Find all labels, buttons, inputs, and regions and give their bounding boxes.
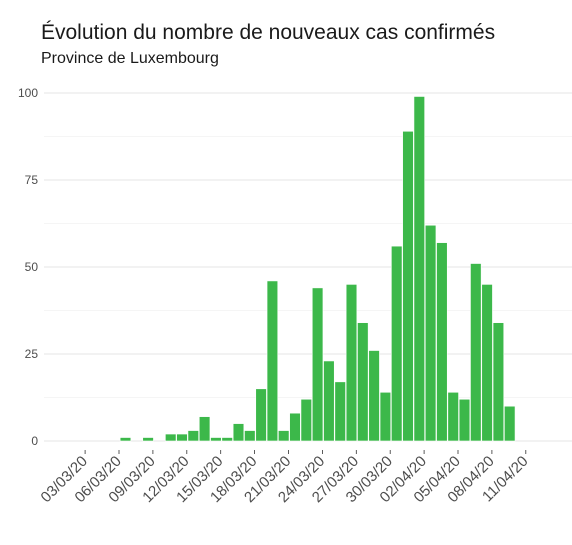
bar <box>232 423 245 442</box>
bar <box>221 437 233 442</box>
bar <box>198 416 211 442</box>
bar <box>278 430 290 442</box>
bar <box>402 130 414 442</box>
bar <box>119 437 132 442</box>
bar <box>311 287 324 442</box>
bar <box>379 391 392 442</box>
y-tick-label: 100 <box>18 86 38 100</box>
bar <box>424 224 437 442</box>
bar <box>357 322 369 442</box>
bar <box>187 430 199 442</box>
bar <box>142 437 154 442</box>
bar <box>255 388 267 442</box>
bar <box>165 433 177 442</box>
bar <box>300 398 312 442</box>
bar <box>266 280 279 442</box>
y-tick-label: 50 <box>25 260 39 274</box>
bar <box>323 360 335 442</box>
bar <box>504 405 516 442</box>
bar <box>176 433 188 442</box>
bar <box>481 284 493 442</box>
bar <box>470 263 482 442</box>
bar <box>447 391 459 442</box>
bar <box>492 322 505 442</box>
bar <box>334 381 346 442</box>
bar <box>289 412 301 442</box>
bar <box>391 245 403 442</box>
bar <box>368 350 380 442</box>
y-tick-label: 25 <box>25 347 39 361</box>
bar <box>413 96 425 442</box>
bar <box>244 430 256 442</box>
bar <box>210 437 222 442</box>
bar <box>345 284 358 442</box>
y-tick-label: 75 <box>25 173 39 187</box>
chart-subtitle: Province de Luxembourg <box>41 50 219 67</box>
y-tick-label: 0 <box>31 434 38 448</box>
bar <box>436 242 448 442</box>
bar <box>458 398 471 442</box>
chart-title: Évolution du nombre de nouveaux cas conf… <box>41 21 496 44</box>
